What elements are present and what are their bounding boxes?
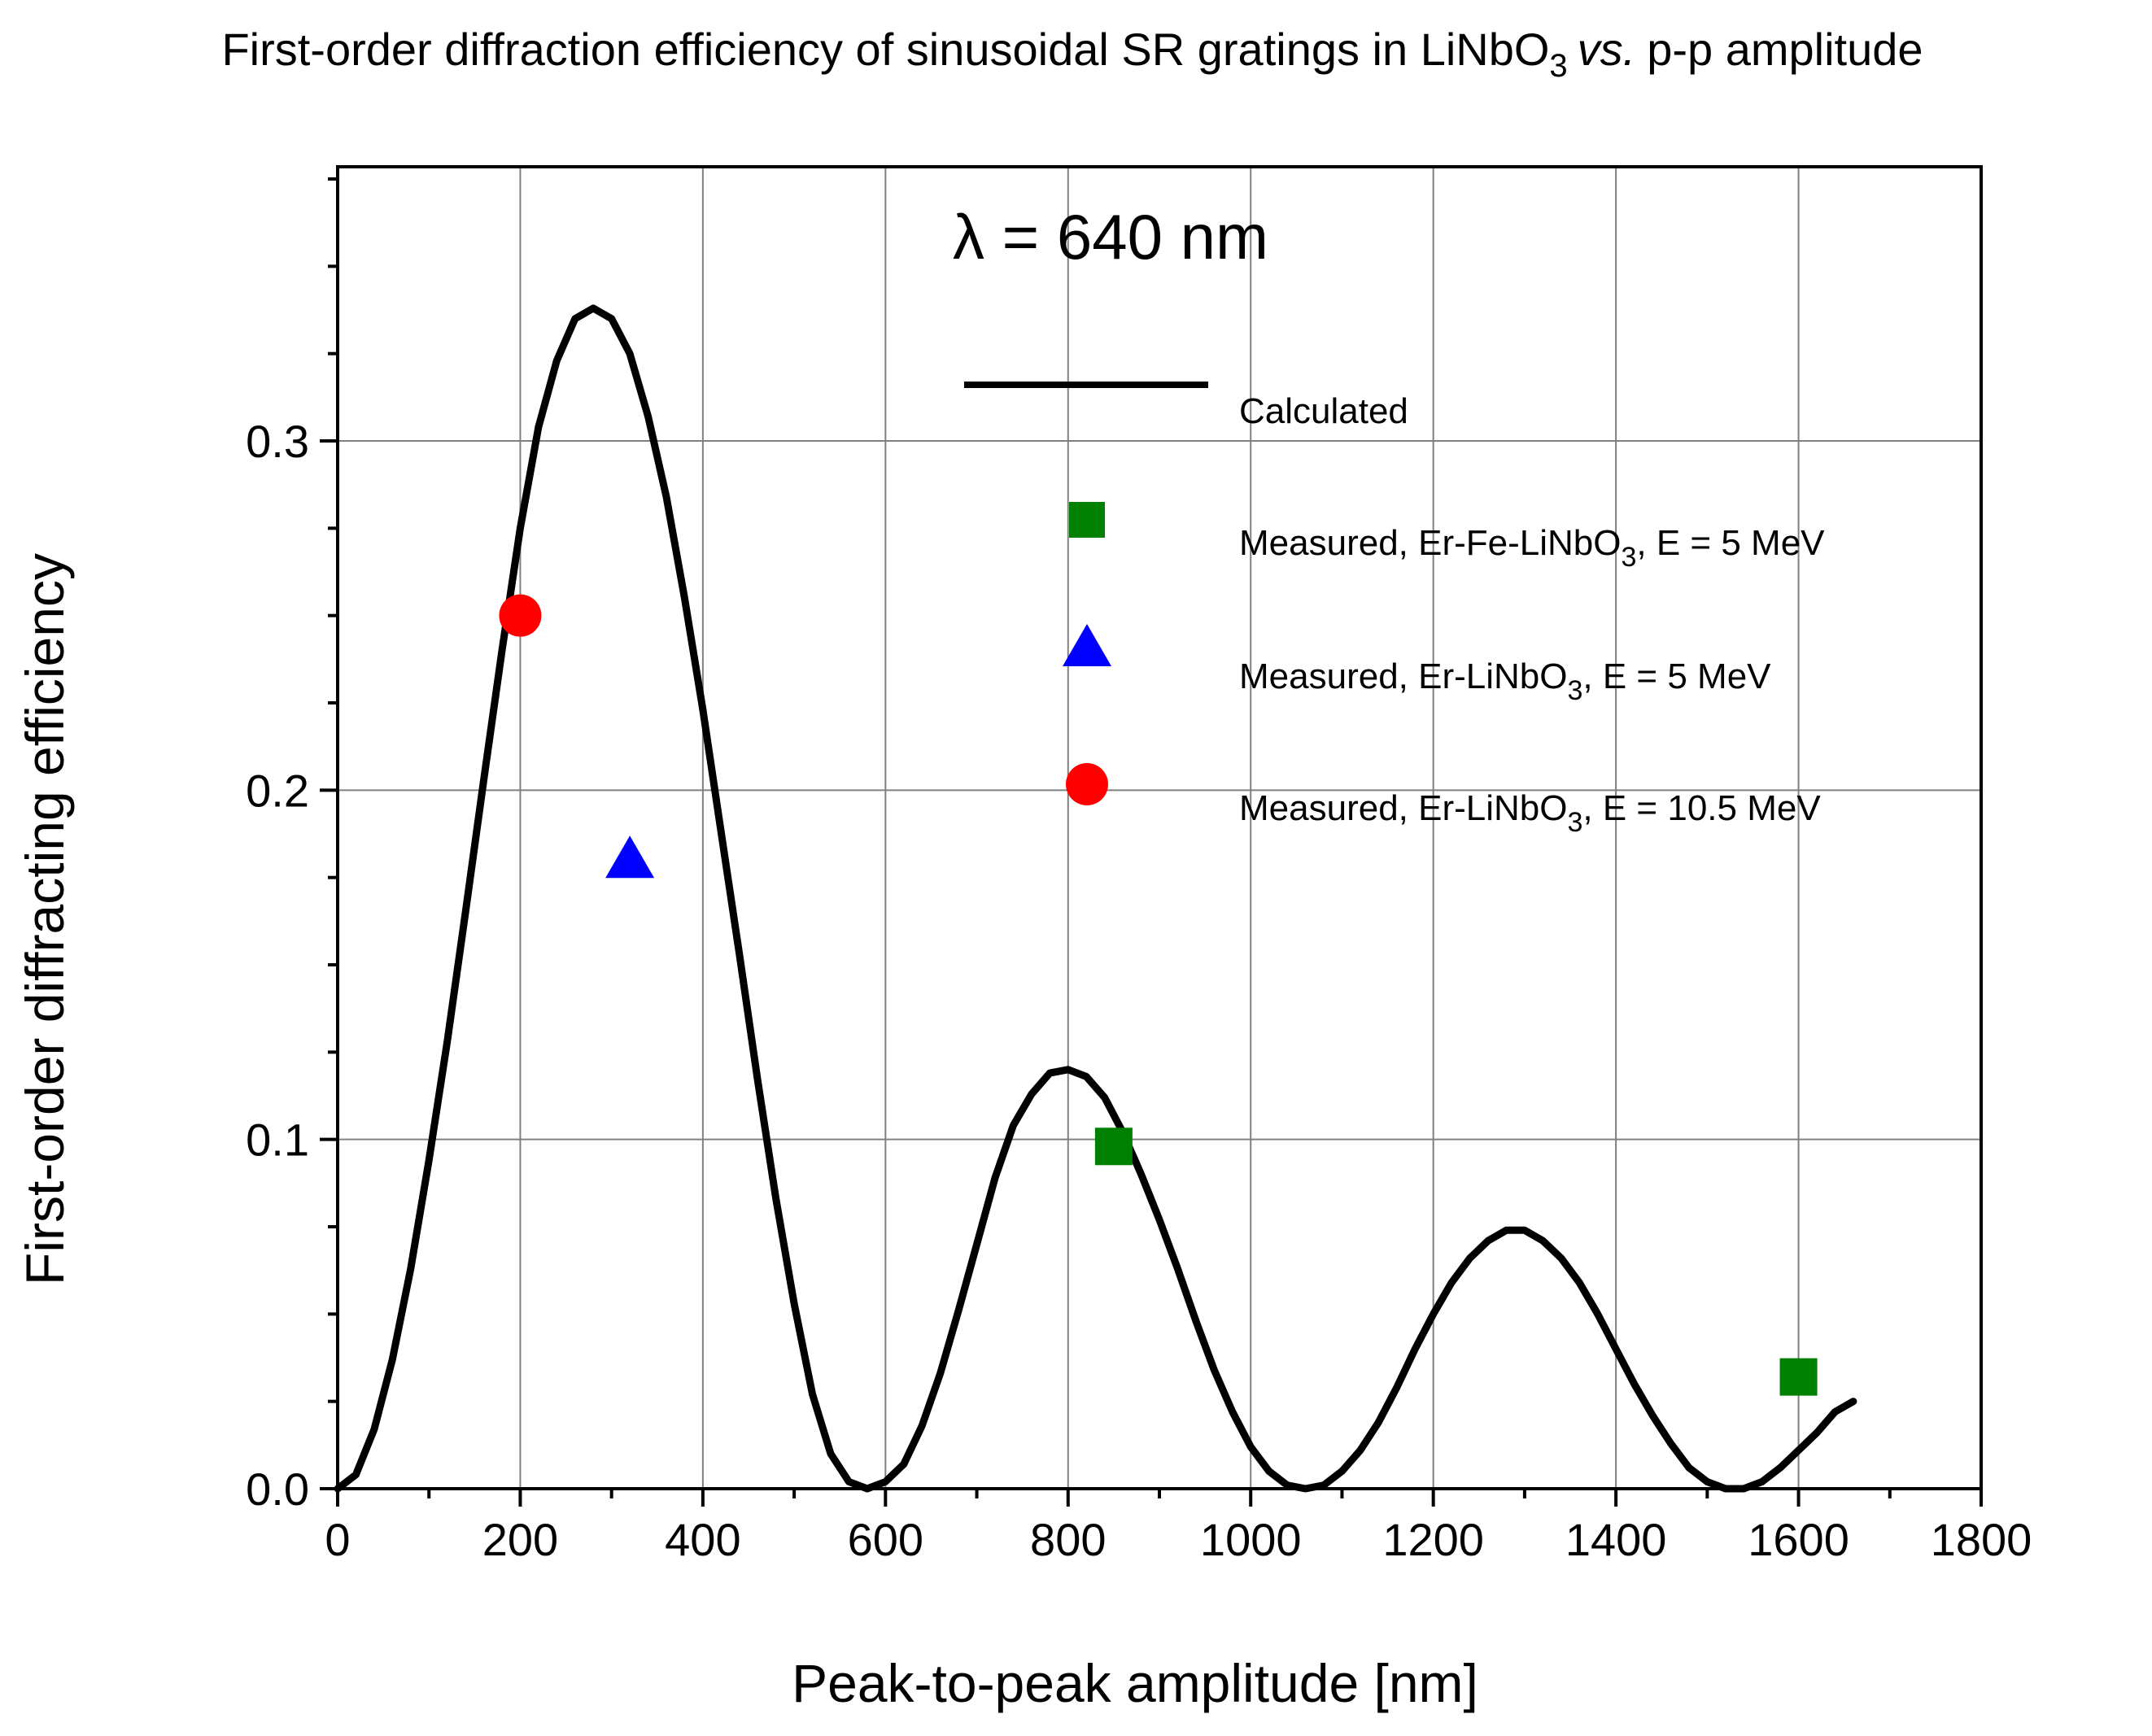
x-tick-label: 800: [1030, 1514, 1106, 1565]
x-tick-label: 1800: [1931, 1514, 2032, 1565]
plot-frame: [336, 165, 1983, 1490]
legend-marker-triangle: [1063, 624, 1111, 666]
series-line-calculated: [334, 304, 1857, 1493]
legend-marker-circle: [1066, 763, 1108, 805]
chart-title: First-order diffraction efficiency of si…: [221, 24, 1923, 84]
chart-title-tail: p-p amplitude: [1647, 24, 1923, 75]
chart-title-main: First-order diffraction efficiency of si…: [221, 24, 1549, 75]
tick-labels: 0 200 400 600 800 1000 1200 1400 1600 1800 0.0 0.1 0…: [246, 416, 2032, 1565]
axis-ticks: [320, 177, 1983, 1507]
data-point-circle: [499, 594, 542, 637]
x-tick-label: 400: [665, 1514, 740, 1565]
legend-marker-square: [1069, 502, 1105, 538]
data-point-triangle: [605, 835, 655, 879]
legend-label-er-10mev: Measured, Er-LiNbO3, E = 10.5 MeV: [1239, 788, 1821, 838]
x-tick-label: 1600: [1748, 1514, 1849, 1565]
legend-label-er-5mev: Measured, Er-LiNbO3, E = 5 MeV: [1239, 656, 1771, 706]
x-tick-label: 200: [482, 1514, 558, 1565]
x-axis-label: Peak-to-peak amplitude [nm]: [792, 1653, 1478, 1713]
wavelength-annotation: λ = 640 nm: [953, 201, 1268, 273]
x-tick-label: 1400: [1565, 1514, 1667, 1565]
x-tick-label: 0: [325, 1514, 350, 1565]
data-series: [334, 304, 1857, 1493]
grid-lines: [338, 167, 1981, 1489]
y-axis-label: First-order diffracting efficiency: [15, 553, 75, 1285]
x-tick-label: 1000: [1200, 1514, 1302, 1565]
data-point-square: [1779, 1358, 1818, 1396]
chart-title-subscript: 3: [1549, 48, 1567, 84]
y-tick-label: 0.1: [246, 1114, 309, 1166]
legend-label-er-fe: Measured, Er-Fe-LiNbO3, E = 5 MeV: [1239, 523, 1825, 573]
y-tick-label: 0.0: [246, 1463, 309, 1515]
x-tick-label: 600: [848, 1514, 923, 1565]
legend: Calculated Measured, Er-Fe-LiNbO3, E = 5…: [964, 382, 1825, 838]
y-tick-label: 0.3: [246, 416, 309, 467]
data-point-square: [1094, 1128, 1133, 1166]
x-tick-label: 1200: [1382, 1514, 1484, 1565]
y-tick-label: 0.2: [246, 765, 309, 816]
legend-label-calculated: Calculated: [1239, 391, 1408, 431]
chart-title-italic: vs.: [1578, 24, 1636, 75]
